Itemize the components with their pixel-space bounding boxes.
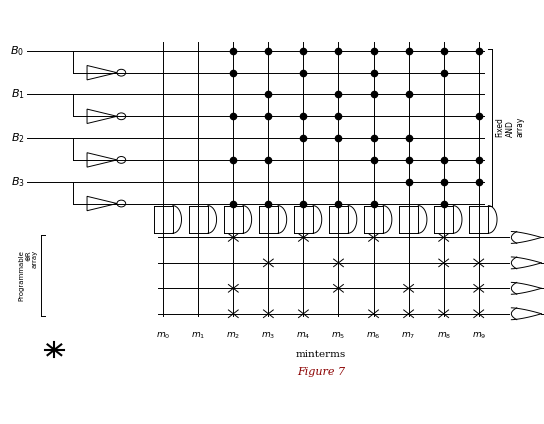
Text: $B_0$: $B_0$	[10, 44, 24, 58]
Text: Figure 7: Figure 7	[297, 367, 345, 377]
Text: minterms: minterms	[296, 350, 346, 359]
Text: Fixed
AND
array: Fixed AND array	[495, 117, 525, 137]
Text: $m_{3}$: $m_{3}$	[261, 331, 275, 341]
Text: $B_3$: $B_3$	[10, 175, 24, 189]
Text: $m_{0}$: $m_{0}$	[156, 331, 170, 341]
Text: $m_{8}$: $m_{8}$	[436, 331, 451, 341]
Text: $m_{5}$: $m_{5}$	[331, 331, 345, 341]
Text: Programmable
⊕R
array: Programmable ⊕R array	[18, 250, 38, 301]
Text: $m_{2}$: $m_{2}$	[226, 331, 240, 341]
Text: $m_{7}$: $m_{7}$	[401, 331, 416, 341]
Text: $B_1$: $B_1$	[11, 88, 24, 101]
Text: $m_{1}$: $m_{1}$	[191, 331, 206, 341]
Text: $m_{9}$: $m_{9}$	[472, 331, 486, 341]
Text: $m_{4}$: $m_{4}$	[296, 331, 311, 341]
Text: $m_{6}$: $m_{6}$	[366, 331, 381, 341]
Text: $B_2$: $B_2$	[11, 131, 24, 145]
